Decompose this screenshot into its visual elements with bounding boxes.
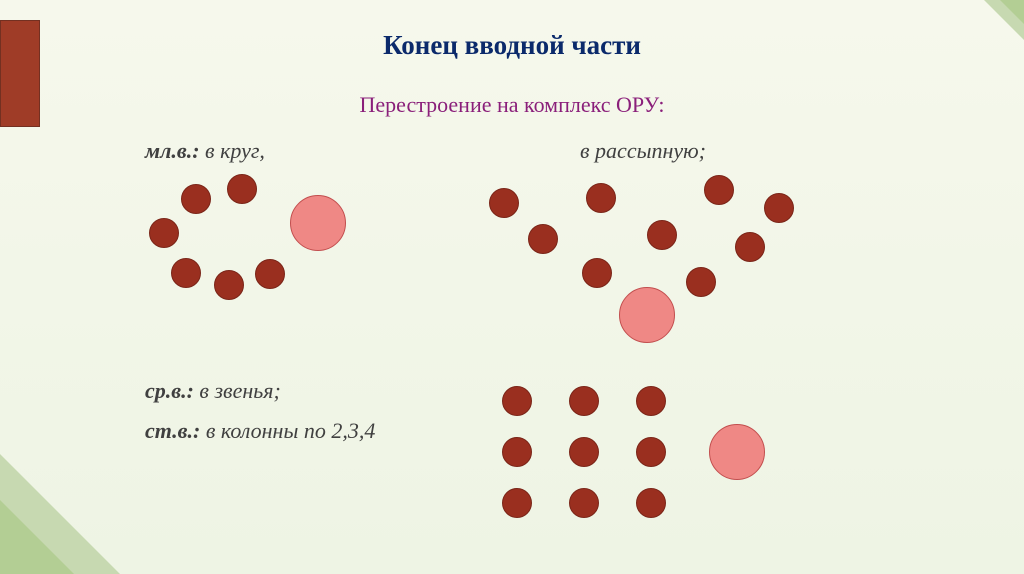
student-dot — [686, 267, 716, 297]
student-dot — [181, 184, 211, 214]
student-dot — [149, 218, 179, 248]
student-dot — [569, 386, 599, 416]
student-dot — [569, 488, 599, 518]
teacher-dot — [709, 424, 765, 480]
student-dot — [704, 175, 734, 205]
line-st-rest: в колонны по 2,3,4 — [200, 418, 375, 443]
student-dot — [489, 188, 519, 218]
student-dot — [502, 488, 532, 518]
student-dot — [636, 386, 666, 416]
line-st-label: ст.в.: — [145, 418, 200, 443]
student-dot — [528, 224, 558, 254]
student-dot — [582, 258, 612, 288]
student-dot — [636, 437, 666, 467]
line-sr: ср.в.: в звенья; — [145, 378, 281, 404]
student-dot — [647, 220, 677, 250]
student-dot — [569, 437, 599, 467]
teacher-dot — [290, 195, 346, 251]
student-dot — [735, 232, 765, 262]
line-sr-label: ср.в.: — [145, 378, 194, 403]
student-dot — [636, 488, 666, 518]
line-ml: мл.в.: в круг, — [145, 138, 265, 164]
corner-tr-inner — [1000, 0, 1024, 24]
line-scatter: в рассыпную; — [580, 138, 706, 164]
student-dot — [214, 270, 244, 300]
page-subtitle: Перестроение на комплекс ОРУ: — [0, 92, 1024, 118]
line-st: ст.в.: в колонны по 2,3,4 — [145, 418, 375, 444]
line-ml-rest: в круг, — [200, 138, 265, 163]
student-dot — [171, 258, 201, 288]
line-sr-rest: в звенья; — [194, 378, 281, 403]
slide-root: { "colors": { "bg_top": "#f6f8ec", "bg_b… — [0, 0, 1024, 574]
student-dot — [764, 193, 794, 223]
student-dot — [502, 437, 532, 467]
student-dot — [227, 174, 257, 204]
teacher-dot — [619, 287, 675, 343]
line-ml-label: мл.в.: — [145, 138, 200, 163]
student-dot — [586, 183, 616, 213]
corner-bl-inner — [0, 500, 74, 574]
student-dot — [255, 259, 285, 289]
page-title: Конец вводной части — [0, 30, 1024, 61]
student-dot — [502, 386, 532, 416]
